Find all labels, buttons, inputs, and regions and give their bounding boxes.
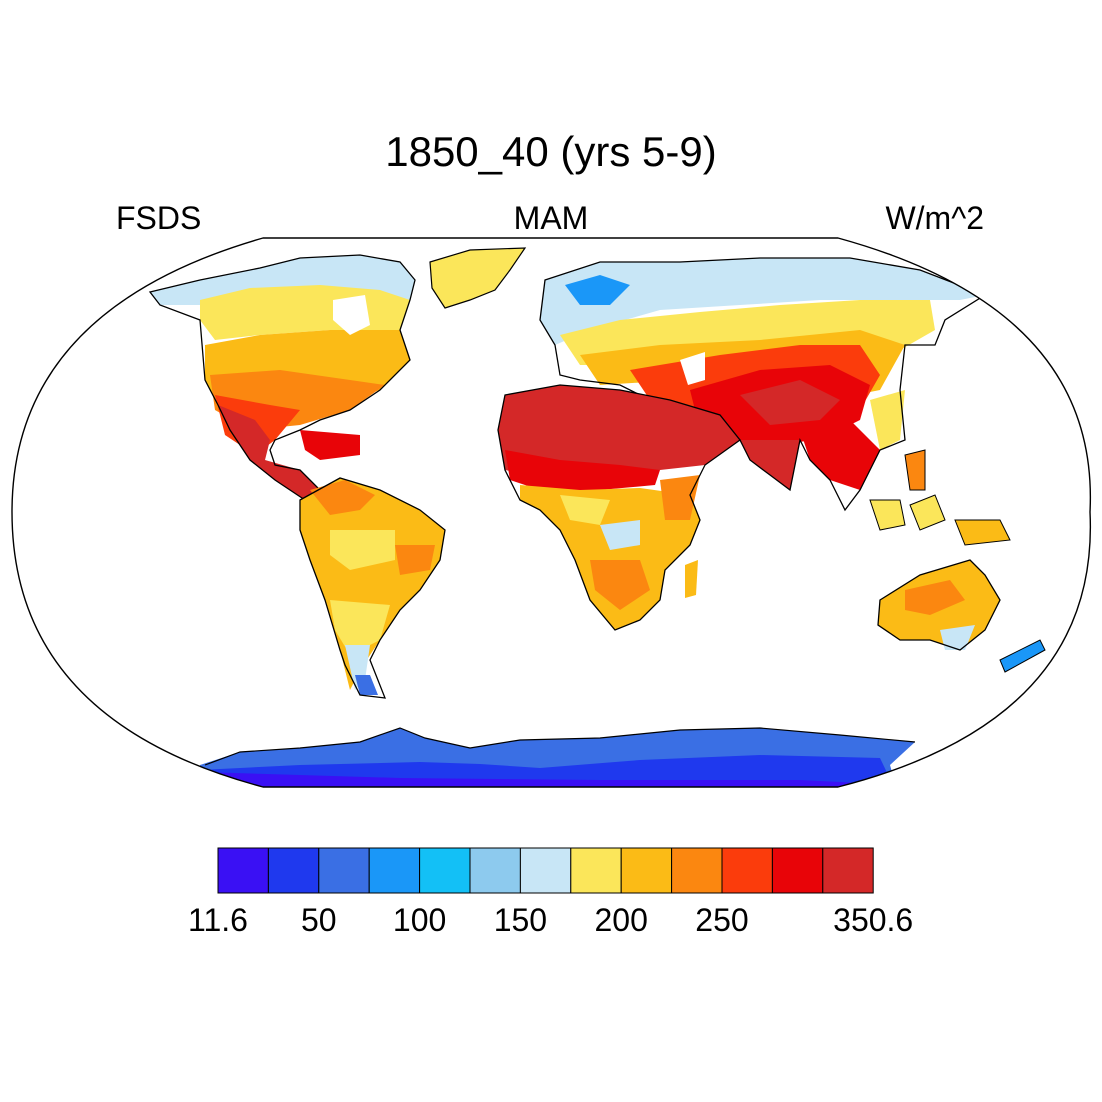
colorbar-box-4 bbox=[419, 847, 471, 894]
units-label: W/m^2 bbox=[885, 200, 984, 236]
colorbar-box-7 bbox=[570, 847, 622, 894]
globe-outline bbox=[11, 237, 1092, 788]
australia-region bbox=[877, 559, 1046, 673]
colorbar-box-12 bbox=[822, 847, 874, 894]
antarctica-region bbox=[200, 727, 916, 787]
colorbar-box-6 bbox=[519, 847, 572, 894]
north-america-region bbox=[148, 254, 416, 501]
africa-region bbox=[497, 384, 741, 631]
colorbar bbox=[217, 847, 874, 894]
colorbar-box-0 bbox=[217, 847, 269, 894]
colorbar-label-5: 250 bbox=[695, 902, 749, 938]
colorbar-box-11 bbox=[771, 847, 824, 894]
colorbar-box-8 bbox=[620, 847, 673, 894]
colorbar-label-4: 200 bbox=[594, 902, 648, 938]
colorbar-box-5 bbox=[469, 847, 521, 894]
colorbar-box-10 bbox=[721, 847, 773, 894]
map-field bbox=[148, 247, 1046, 787]
season-label: MAM bbox=[513, 200, 589, 236]
greenland-region bbox=[429, 247, 527, 309]
colorbar-label-1: 50 bbox=[301, 902, 337, 938]
colorbar-label-0: 11.6 bbox=[188, 902, 248, 938]
colorbar-box-3 bbox=[368, 847, 421, 894]
maritime-asia-region bbox=[869, 449, 1011, 546]
colorbar-box-1 bbox=[267, 847, 320, 894]
south-america-region bbox=[299, 477, 446, 699]
variable-label: FSDS bbox=[116, 200, 202, 236]
colorbar-label-3: 150 bbox=[493, 902, 548, 938]
eurasia-region bbox=[539, 257, 987, 512]
colorbar-label-6: 350.6 bbox=[833, 902, 914, 938]
plot-title: 1850_40 (yrs 5-9) bbox=[385, 128, 717, 175]
colorbar-box-9 bbox=[671, 847, 723, 894]
colorbar-label-2: 100 bbox=[392, 902, 447, 938]
colorbar-box-2 bbox=[318, 847, 370, 894]
